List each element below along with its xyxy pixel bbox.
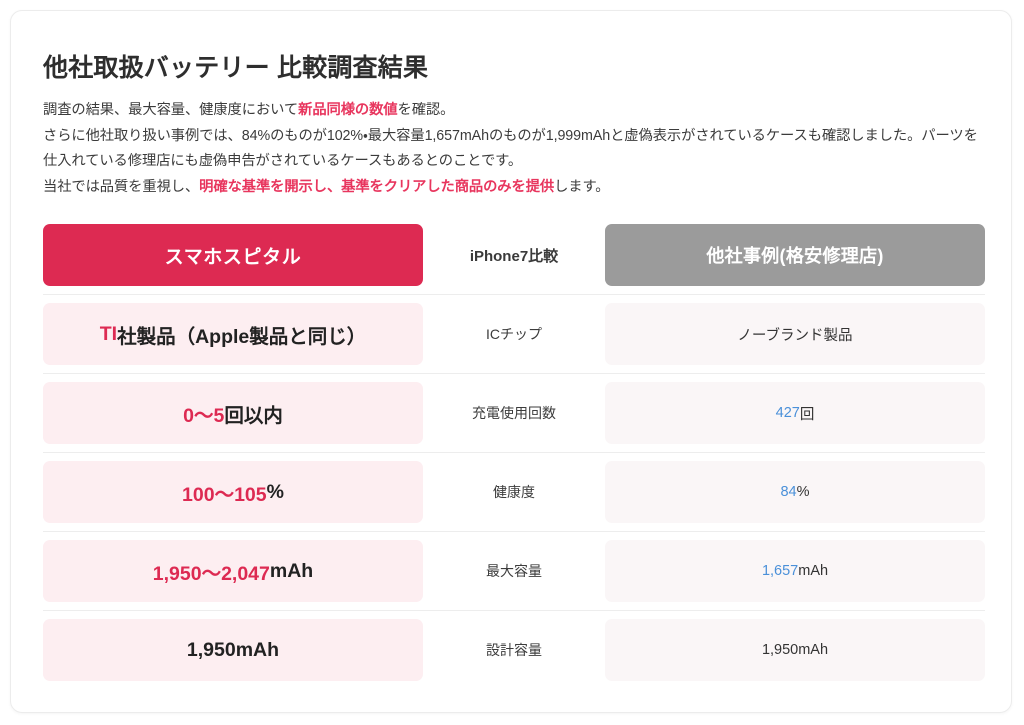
cell-ours-rest: 社製品（Apple製品と同じ） bbox=[117, 325, 367, 348]
metric-label: 健康度 bbox=[493, 484, 535, 500]
lede-text: 調査の結果、最大容量、健康度において bbox=[43, 102, 299, 119]
cell-ours-accent: 1,950〜2,047 bbox=[152, 562, 270, 585]
lede-text: さらに他社取り扱い事例では、84%のものが102%・最大容量1,657mAhのも… bbox=[43, 127, 978, 170]
comparison-table-body: スマホスピタル iPhone7比較 他社事例(格安修理店) TI 社製品（Appl… bbox=[43, 224, 985, 691]
lede-line: 当社では品質を重視し、明確な基準を開示し、基準をクリアした商品のみを提供します。 bbox=[43, 178, 610, 195]
cell-theirs-accent: 1,657 bbox=[761, 563, 799, 579]
cell-theirs-accent: 84 bbox=[780, 484, 797, 500]
cell-ours-rest: 回以内 bbox=[224, 404, 283, 427]
cell-metric-label: ICチップ bbox=[423, 294, 605, 374]
lede-text: 当社では品質を重視し、 bbox=[43, 178, 200, 195]
lede-line: さらに他社取り扱い事例では、84%のものが102%・最大容量1,657mAhのも… bbox=[43, 128, 978, 169]
header-label-ours: スマホスピタル bbox=[43, 224, 423, 286]
table-row: 1,950mAh 設計容量 1,950mAh bbox=[43, 610, 985, 691]
cell-ours: 100〜105% bbox=[43, 452, 423, 532]
table-header-row: スマホスピタル iPhone7比較 他社事例(格安修理店) bbox=[43, 224, 985, 295]
cell-theirs-rest: ノーブランド製品 bbox=[737, 327, 853, 344]
metric-label: 設計容量 bbox=[486, 642, 542, 658]
comparison-table: スマホスピタル iPhone7比較 他社事例(格安修理店) TI 社製品（Appl… bbox=[43, 224, 985, 691]
cell-metric-label: 設計容量 bbox=[423, 610, 605, 691]
cell-ours-accent: TI bbox=[99, 322, 118, 345]
lede-text: します。 bbox=[554, 178, 610, 195]
cell-ours-accent: 0〜5 bbox=[183, 404, 225, 427]
header-cell-middle: iPhone7比較 bbox=[423, 224, 605, 295]
lede-highlight: 新品同様の数値 bbox=[298, 102, 398, 119]
cell-metric-label: 健康度 bbox=[423, 452, 605, 532]
metric-label: 最大容量 bbox=[486, 563, 542, 579]
lede-paragraph: 調査の結果、最大容量、健康度において新品同様の数値を確認。さらに他社取り扱い事例… bbox=[43, 98, 979, 200]
cell-theirs: 1,950mAh bbox=[605, 610, 985, 691]
cell-theirs-rest: 回 bbox=[799, 406, 815, 423]
header-label-theirs: 他社事例(格安修理店) bbox=[605, 224, 985, 286]
cell-theirs: 84% bbox=[605, 452, 985, 532]
lede-highlight: 明確な基準を開示し、基準をクリアした商品のみを提供 bbox=[199, 178, 555, 195]
cell-theirs: 427 回 bbox=[605, 373, 985, 453]
cell-theirs: 1,657 mAh bbox=[605, 531, 985, 611]
cell-ours-rest: mAh bbox=[269, 559, 314, 582]
header-label-middle: iPhone7比較 bbox=[469, 247, 559, 265]
cell-ours-rest: % bbox=[266, 480, 284, 503]
cell-theirs-rest: mAh bbox=[798, 563, 829, 579]
table-row: 100〜105% 健康度 84% bbox=[43, 452, 985, 532]
comparison-card: 他社取扱バッテリー 比較調査結果 調査の結果、最大容量、健康度において新品同様の… bbox=[10, 10, 1012, 713]
table-row: TI 社製品（Apple製品と同じ） ICチップ ノーブランド製品 bbox=[43, 294, 985, 374]
cell-ours-accent: 100〜105 bbox=[182, 483, 267, 506]
header-cell-theirs: 他社事例(格安修理店) bbox=[605, 224, 985, 295]
lede-line: 調査の結果、最大容量、健康度において新品同様の数値を確認。 bbox=[43, 102, 454, 118]
table-row: 1,950〜2,047 mAh 最大容量 1,657 mAh bbox=[43, 531, 985, 611]
cell-theirs: ノーブランド製品 bbox=[605, 294, 985, 374]
metric-label: 充電使用回数 bbox=[472, 405, 556, 421]
cell-metric-label: 充電使用回数 bbox=[423, 373, 605, 453]
cell-ours-rest: 1,950mAh bbox=[186, 638, 280, 661]
cell-theirs-rest: 1,950mAh bbox=[761, 642, 829, 658]
table-row: 0〜5 回以内 充電使用回数 427 回 bbox=[43, 373, 985, 453]
cell-ours: 0〜5 回以内 bbox=[43, 373, 423, 453]
cell-metric-label: 最大容量 bbox=[423, 531, 605, 611]
cell-ours: 1,950mAh bbox=[43, 610, 423, 691]
cell-theirs-rest: % bbox=[796, 484, 810, 500]
cell-ours: TI 社製品（Apple製品と同じ） bbox=[43, 294, 423, 374]
cell-theirs-accent: 427 bbox=[775, 405, 800, 421]
metric-label: ICチップ bbox=[486, 326, 542, 342]
page-title: 他社取扱バッテリー 比較調査結果 bbox=[43, 54, 429, 82]
lede-text: を確認。 bbox=[397, 102, 455, 119]
cell-ours: 1,950〜2,047 mAh bbox=[43, 531, 423, 611]
header-cell-ours: スマホスピタル bbox=[43, 224, 423, 295]
